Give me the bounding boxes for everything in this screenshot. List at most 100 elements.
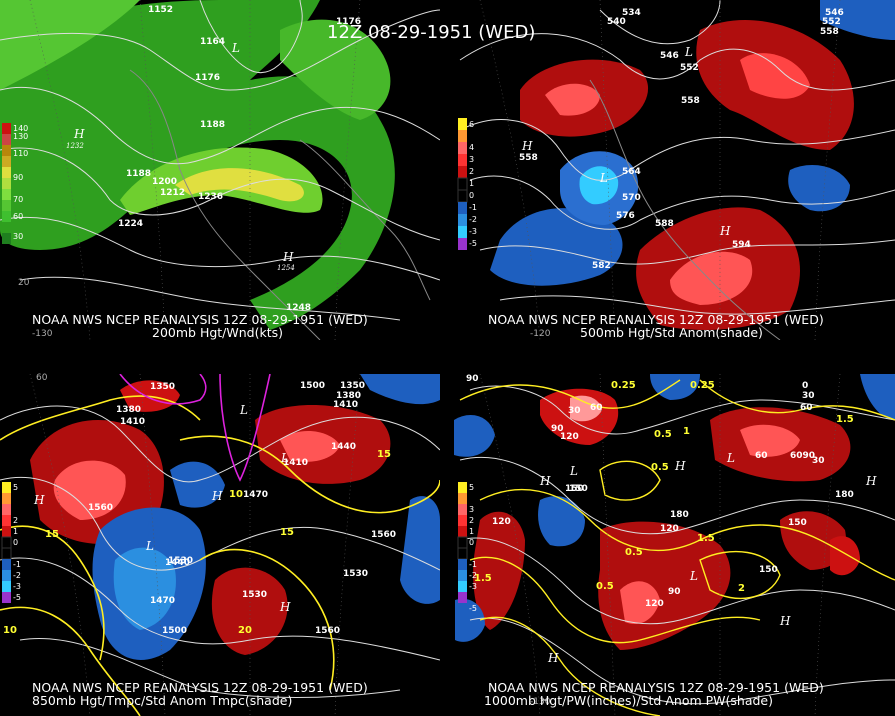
low-pressure-marker: L xyxy=(726,451,735,465)
svg-text:2: 2 xyxy=(469,167,474,176)
svg-text:2: 2 xyxy=(738,583,745,594)
contour-label: 1152 xyxy=(148,5,173,15)
svg-text:576: 576 xyxy=(616,211,635,221)
svg-text:558: 558 xyxy=(519,153,538,163)
panel-subtitle: 850mb Hgt/Tmpc/Std Anom Tmpc(shade) xyxy=(32,693,292,708)
svg-text:1.5: 1.5 xyxy=(474,573,492,584)
svg-text:15: 15 xyxy=(280,527,294,538)
anomaly-negative-west xyxy=(454,415,495,457)
panel-title: NOAA NWS NCEP REANALYSIS 12Z 08-29-1951 … xyxy=(488,312,824,327)
panel-title: NOAA NWS NCEP REANALYSIS 12Z 08-29-1951 … xyxy=(32,680,368,695)
low-pressure-marker: L xyxy=(689,569,698,583)
svg-text:1: 1 xyxy=(683,426,690,437)
svg-text:0: 0 xyxy=(469,191,474,200)
legend-wind: 140 130 110 90 70 60 30 xyxy=(2,123,28,244)
svg-text:-2: -2 xyxy=(469,215,477,224)
low-pressure-marker: L xyxy=(239,403,248,417)
svg-text:1350: 1350 xyxy=(340,381,365,391)
svg-text:120: 120 xyxy=(560,432,579,442)
svg-text:30: 30 xyxy=(802,391,815,401)
svg-text:120: 120 xyxy=(645,599,664,609)
svg-text:-1: -1 xyxy=(13,560,21,569)
panel-200mb xyxy=(0,0,440,340)
contour-label: 1212 xyxy=(160,188,185,198)
svg-text:150: 150 xyxy=(565,484,584,494)
svg-text:552: 552 xyxy=(680,63,699,73)
contour-label: 1248 xyxy=(286,303,311,313)
svg-text:0.5: 0.5 xyxy=(596,581,614,592)
pw-contours-1000 xyxy=(459,379,895,716)
panel-200mb-labels: 1152 1164 1176 1176 1188 1188 1200 1212 … xyxy=(2,5,368,340)
anomaly-negative-central-core xyxy=(113,547,176,630)
svg-text:60: 60 xyxy=(13,212,23,221)
svg-text:-3: -3 xyxy=(469,227,477,236)
panel-1000mb xyxy=(454,374,895,716)
height-contours-500 xyxy=(459,0,895,315)
svg-text:5: 5 xyxy=(469,483,474,492)
panel-850mb xyxy=(0,374,440,716)
svg-text:1530: 1530 xyxy=(343,569,368,579)
contour-label: 1224 xyxy=(118,219,143,229)
svg-text:1410: 1410 xyxy=(283,458,308,468)
high-pressure-marker: H xyxy=(865,474,877,488)
legend-anom-1000: 5 3 2 1 0 -1 -2 -3 -5 xyxy=(457,482,477,613)
height-contours-1000 xyxy=(459,385,895,705)
svg-text:1.5: 1.5 xyxy=(836,414,854,425)
svg-text:-120: -120 xyxy=(530,329,551,339)
svg-text:540: 540 xyxy=(607,17,626,27)
svg-text:-130: -130 xyxy=(530,697,551,707)
svg-text:90: 90 xyxy=(466,374,479,384)
svg-text:150: 150 xyxy=(759,565,778,575)
low-pressure-marker: L xyxy=(569,464,578,478)
high-pressure-marker: H xyxy=(211,489,223,503)
panel-850mb-labels: 1350 1380 1410 1530 1560 1350 1380 1410 … xyxy=(1,373,396,708)
svg-text:1350: 1350 xyxy=(150,382,175,392)
svg-text:1: 1 xyxy=(469,527,474,536)
high-pressure-marker: H xyxy=(779,614,791,628)
svg-text:1380: 1380 xyxy=(116,405,141,415)
high-pressure-marker: H xyxy=(279,600,291,614)
panel-500mb xyxy=(459,0,895,340)
panel-500mb-labels: 534 540 546 552 558 546 552 558 564 570 … xyxy=(457,8,844,340)
svg-text:546: 546 xyxy=(825,8,844,18)
anomaly-positive-south-core xyxy=(670,251,753,305)
svg-text:60: 60 xyxy=(800,403,813,413)
svg-text:0.25: 0.25 xyxy=(611,380,636,391)
anomaly-negative-east xyxy=(400,496,440,604)
freezing-contour-850 xyxy=(119,374,271,482)
svg-text:120: 120 xyxy=(660,524,679,534)
anomaly-positive-ne-core xyxy=(740,53,810,99)
panel-title: NOAA NWS NCEP REANALYSIS 12Z 08-29-1951 … xyxy=(488,680,824,695)
low-pressure-marker: L xyxy=(684,45,693,59)
panel-subtitle: 500mb Hgt/Std Anom(shade) xyxy=(580,325,763,340)
svg-text:3: 3 xyxy=(469,505,474,514)
svg-text:-3: -3 xyxy=(13,582,21,591)
svg-text:0.5: 0.5 xyxy=(651,462,669,473)
contour-label: 1236 xyxy=(198,192,223,202)
low-pressure-marker: L xyxy=(145,539,154,553)
anomaly-negative-ne xyxy=(360,374,440,405)
anomaly-negative-sw xyxy=(455,598,485,642)
svg-text:150: 150 xyxy=(569,484,588,494)
svg-text:6: 6 xyxy=(469,120,474,129)
svg-text:1380: 1380 xyxy=(336,391,361,401)
svg-text:1500: 1500 xyxy=(162,626,187,636)
legend-anom-500: 6 4 3 2 1 0 -1 -2 -3 -5 xyxy=(457,118,477,250)
jet-streak-upper-right xyxy=(280,19,391,120)
svg-text:558: 558 xyxy=(681,96,700,106)
svg-text:90: 90 xyxy=(13,173,23,182)
svg-text:2: 2 xyxy=(469,516,474,525)
high-pressure-marker: H xyxy=(282,250,294,264)
anomaly-negative-east xyxy=(860,374,895,420)
height-contours-200 xyxy=(0,0,440,321)
anomaly-positive-west-core xyxy=(53,460,126,520)
svg-text:558: 558 xyxy=(820,27,839,37)
high-pressure-marker: H xyxy=(719,224,731,238)
low-pressure-marker: L xyxy=(599,171,608,185)
svg-text:1: 1 xyxy=(469,179,474,188)
svg-text:120: 120 xyxy=(492,517,511,527)
svg-text:2: 2 xyxy=(13,516,18,525)
svg-text:180: 180 xyxy=(835,490,854,500)
anomaly-negative-central xyxy=(538,496,585,547)
svg-text:5: 5 xyxy=(13,483,18,492)
